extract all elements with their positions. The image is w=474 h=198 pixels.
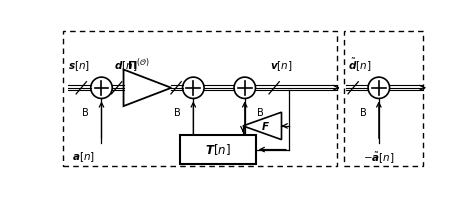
Text: $\tilde{\boldsymbol{d}}[n]$: $\tilde{\boldsymbol{d}}[n]$	[347, 56, 371, 72]
Bar	[344, 31, 423, 166]
Text: $\boldsymbol{T}[n]$: $\boldsymbol{T}[n]$	[205, 142, 231, 157]
Text: $\boldsymbol{v}[n]$: $\boldsymbol{v}[n]$	[270, 59, 293, 72]
Text: $\boldsymbol{s}[n]$: $\boldsymbol{s}[n]$	[68, 59, 91, 72]
Text: $-\tilde{\boldsymbol{a}}[n]$: $-\tilde{\boldsymbol{a}}[n]$	[363, 150, 395, 165]
Text: $\boldsymbol{F}$: $\boldsymbol{F}$	[261, 120, 270, 132]
Text: B: B	[257, 108, 264, 118]
Text: B: B	[82, 108, 89, 118]
Text: B: B	[174, 108, 181, 118]
Bar	[63, 31, 337, 166]
Text: $\boldsymbol{d}[n]$: $\boldsymbol{d}[n]$	[114, 59, 137, 72]
Text: $\boldsymbol{a}[n]$: $\boldsymbol{a}[n]$	[72, 150, 94, 164]
Text: $\boldsymbol{\Pi}^{(\mathcal{O})}$: $\boldsymbol{\Pi}^{(\mathcal{O})}$	[127, 56, 150, 72]
FancyBboxPatch shape	[181, 135, 256, 164]
Text: B: B	[359, 108, 366, 118]
